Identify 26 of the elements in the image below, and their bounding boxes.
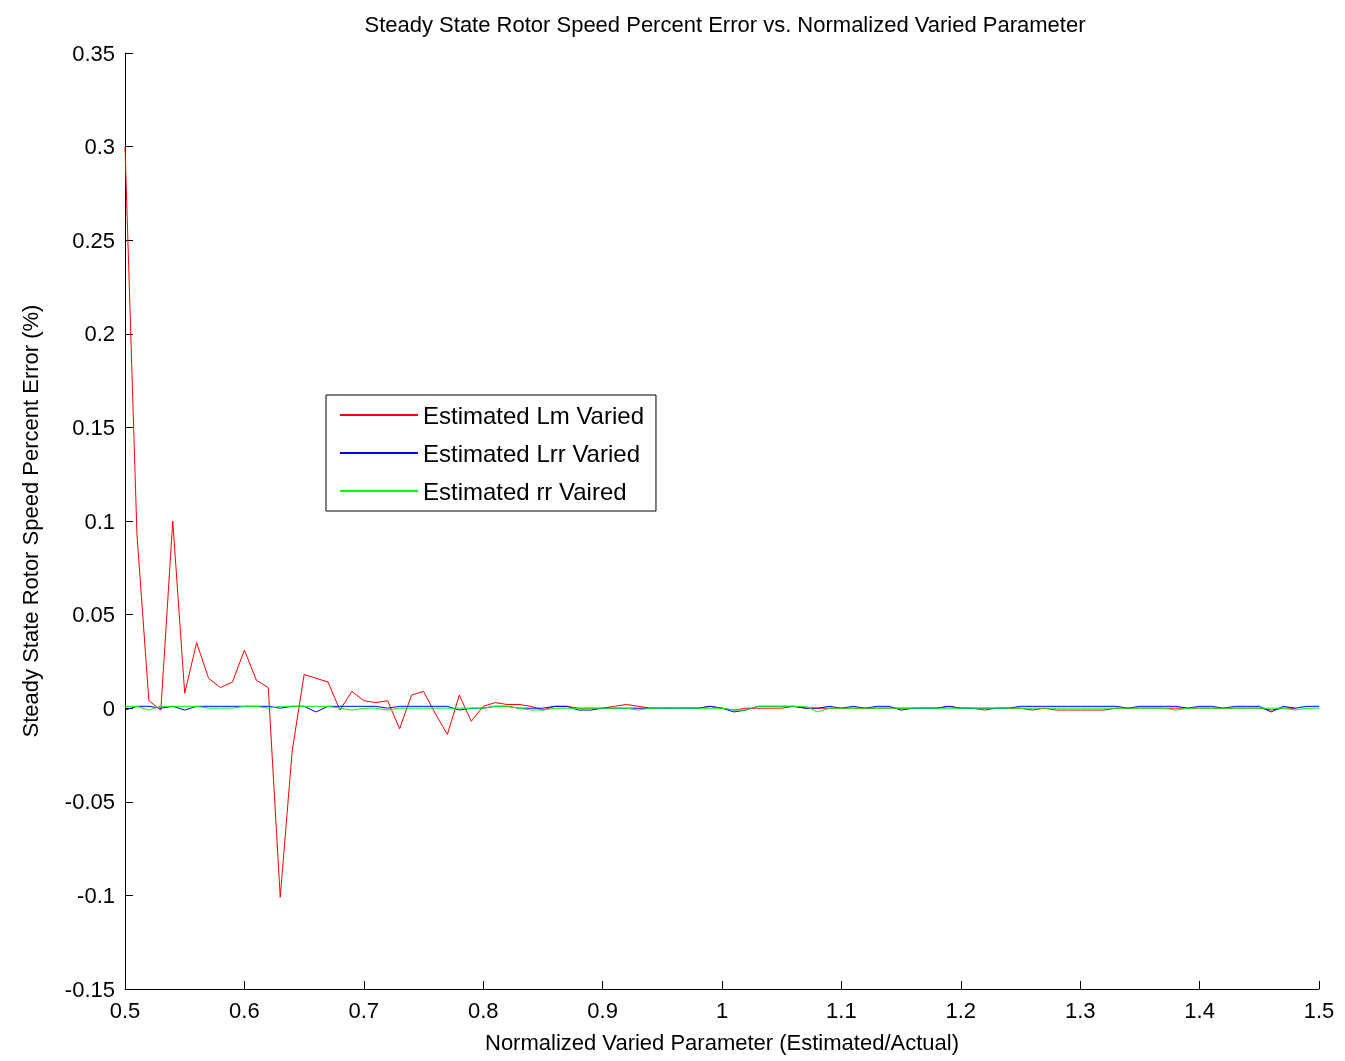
x-tick-label: 1.3 — [1064, 997, 1096, 1023]
x-tick-label: 1 — [715, 997, 729, 1023]
x-tick-label: 0.6 — [229, 997, 260, 1023]
x-tick-label: 1.1 — [826, 997, 857, 1023]
y-tick-label: -0.1 — [77, 882, 115, 908]
x-tick-label: 1.5 — [1303, 997, 1335, 1023]
y-tick-label: 0.1 — [84, 508, 115, 534]
x-tick-label: 1.4 — [1184, 997, 1215, 1023]
x-tick-label: 0.8 — [467, 997, 499, 1023]
y-tick-label: 0 — [102, 695, 115, 721]
chart-title: Steady State Rotor Speed Percent Error vs. Normalized Varied Parameter — [364, 11, 1086, 37]
legend-label: Estimated Lrr Varied — [423, 439, 640, 467]
y-tick-label: 0.3 — [84, 134, 115, 160]
legend-label: Estimated rr Vaired — [423, 477, 627, 505]
y-tick-label: 0.05 — [72, 602, 115, 628]
y-tick-label: 0.25 — [72, 227, 115, 253]
y-tick-label: -0.05 — [64, 789, 115, 815]
y-tick-label: 0.2 — [84, 321, 115, 347]
legend-label: Estimated Lm Varied — [423, 401, 644, 429]
x-tick-label: 0.9 — [587, 997, 618, 1023]
y-axis-title: Steady State Rotor Speed Percent Error (%) — [17, 304, 43, 738]
x-tick-label: 0.7 — [348, 997, 380, 1023]
x-tick-label: 1.2 — [945, 997, 977, 1023]
x-axis-title: Normalized Varied Parameter (Estimated/Actual) — [485, 1029, 959, 1055]
y-tick-label: 0.35 — [72, 40, 115, 66]
y-tick-label: 0.15 — [72, 414, 115, 440]
